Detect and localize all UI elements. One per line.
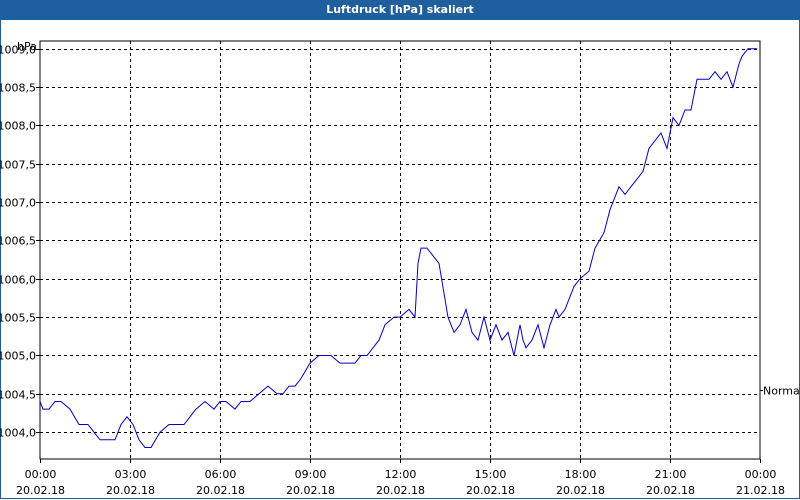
y-tick-label: 1005,5 [0,312,36,325]
y-tick-label: 1009,0 [0,44,36,57]
x-tick-date-label: 20.02.18 [106,484,155,497]
x-tick-time-label: 09:00 [295,468,327,481]
x-tick-time-label: 00:00 [25,468,57,481]
grid [40,41,760,459]
y-tick-label: 1005,0 [0,350,36,363]
y-axis-ticks: 1004,0 1004,5 1005,0 1005,5 1006,0 1006,5 1007… [0,44,763,440]
pressure-series-line [39,48,757,448]
chart-title: Luftdruck [hPa] skaliert [0,0,800,20]
x-axis-ticks: 00:00 20.02.18 03:00 20.02.18 06:00 20.02.18 0… [16,459,785,497]
x-tick-time-label: 03:00 [115,468,147,481]
x-tick-time-label: 21:00 [655,468,687,481]
x-tick-time-label: 00:00 [745,468,777,481]
x-tick-time-label: 15:00 [475,468,507,481]
y-tick-label: 1004,0 [0,427,36,440]
y-tick-label: 1008,5 [0,82,36,95]
x-tick-date-label: 21.02.18 [736,484,785,497]
x-tick-date-label: 20.02.18 [286,484,335,497]
x-tick-date-label: 20.02.18 [16,484,65,497]
normal-reference-label: Normal [763,385,800,398]
x-tick-time-label: 06:00 [205,468,237,481]
y-tick-label: 1007,0 [0,197,36,210]
y-tick-label: 1007,5 [0,159,36,172]
y-tick-label: 1006,5 [0,235,36,248]
x-tick-date-label: 20.02.18 [196,484,245,497]
series-layer [39,48,757,448]
y-tick-label: 1004,5 [0,389,36,402]
x-tick-time-label: 12:00 [385,468,417,481]
x-tick-date-label: 20.02.18 [646,484,695,497]
x-tick-date-label: 20.02.18 [466,484,515,497]
y-tick-label: 1008,0 [0,120,36,133]
y-axis-unit-label: hPa [17,40,37,53]
x-tick-time-label: 18:00 [565,468,597,481]
y-tick-label: 1006,0 [0,274,36,287]
x-tick-date-label: 20.02.18 [556,484,605,497]
x-tick-date-label: 20.02.18 [376,484,425,497]
